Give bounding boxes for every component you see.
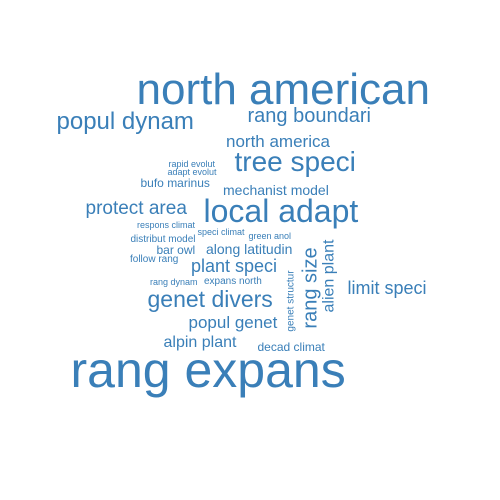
word-popul-genet: popul genet — [188, 312, 278, 332]
word-alien-plant: alien plant — [319, 239, 337, 313]
word-distribut-model: distribut model — [130, 234, 196, 245]
word-decad-climat: decad climat — [257, 340, 325, 354]
word-genet-divers: genet divers — [147, 285, 273, 312]
word-bufo-marinus: bufo marinus — [140, 176, 210, 190]
word-rang-boundari: rang boundari — [247, 105, 371, 127]
word-along-latitudin: along latitudin — [206, 241, 293, 257]
word-speci-climat: speci climat — [197, 226, 245, 237]
word-green-anol: green anol — [248, 230, 292, 241]
word-limit-speci: limit speci — [347, 278, 427, 298]
word-alpin-plant: alpin plant — [163, 334, 237, 351]
word-rang-expans: rang expans — [70, 342, 346, 398]
word-local-adapt: local adapt — [203, 193, 359, 229]
word-rapid-evolut: rapid evolut — [168, 158, 216, 169]
word-plant-speci: plant speci — [191, 256, 278, 276]
word-mechanist-model: mechanist model — [223, 182, 329, 198]
word-tree-speci: tree speci — [234, 146, 356, 177]
word-expans-north: expans north — [204, 276, 262, 287]
word-rang-dynam: rang dynam — [150, 276, 198, 287]
word-adapt-evolut: adapt evolut — [167, 166, 217, 177]
word-genet-structur: genet structur — [285, 270, 297, 332]
word-respons-climat: respons climat — [137, 219, 196, 230]
word-north-america: north america — [226, 131, 330, 151]
word-popul-dynam: popul dynam — [56, 108, 194, 135]
word-bar-owl: bar owl — [156, 243, 196, 257]
word-protect-area: protect area — [85, 197, 187, 219]
word-follow-rang: follow rang — [130, 254, 179, 265]
word-north-american: north american — [136, 65, 430, 114]
word-rang-size: rang size — [299, 247, 322, 329]
